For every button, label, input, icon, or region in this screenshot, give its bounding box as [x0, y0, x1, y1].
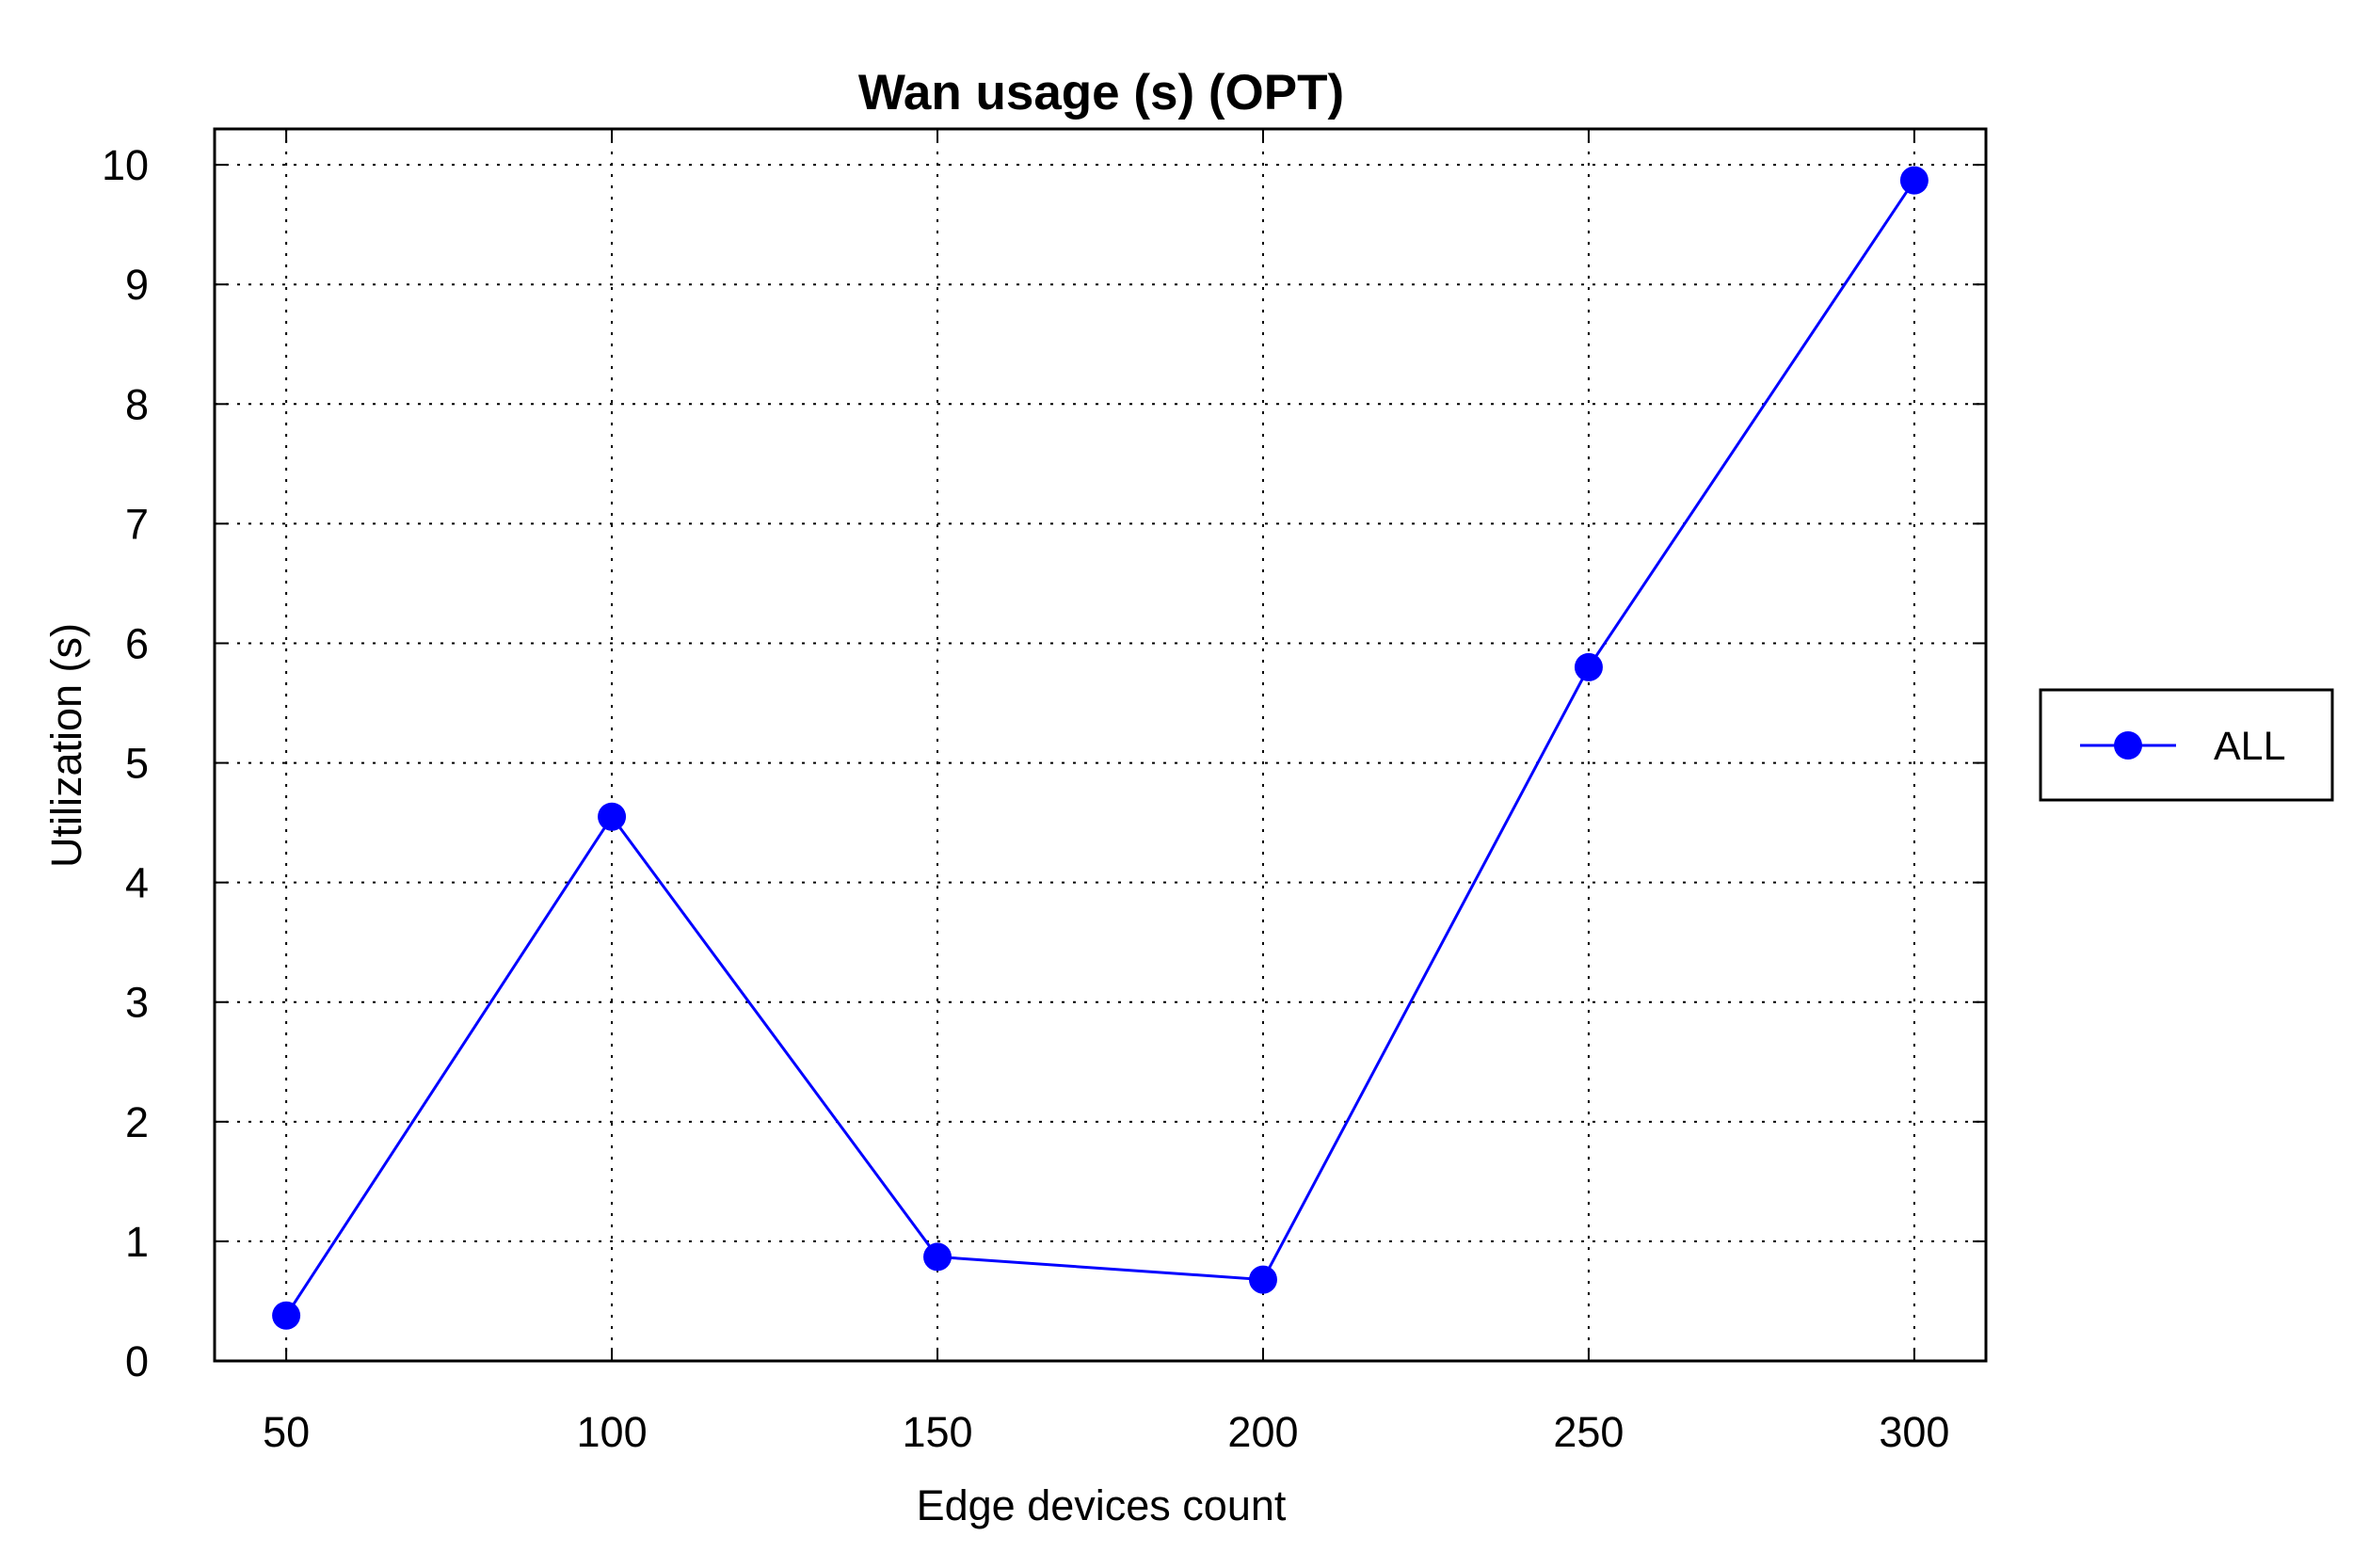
series-line-all [284, 179, 1916, 1317]
y-tick-label: 6 [125, 619, 149, 667]
y-tick-label: 10 [102, 141, 149, 189]
axis-ticks: 50 100 150 200 250 300 0 1 2 3 4 5 6 7 8 9 10 [102, 129, 1986, 1456]
y-tick-label: 8 [125, 380, 149, 428]
y-tick-label: 0 [125, 1337, 149, 1385]
y-tick-label: 3 [125, 979, 149, 1027]
legend-marker-sample [2114, 731, 2142, 760]
x-tick-label: 150 [902, 1408, 972, 1456]
y-tick-label: 1 [125, 1218, 149, 1266]
data-point [1248, 1265, 1277, 1294]
x-tick-label: 50 [263, 1408, 310, 1456]
x-tick-label: 250 [1553, 1408, 1624, 1456]
data-point [272, 1301, 301, 1330]
y-tick-label: 7 [125, 500, 149, 548]
data-point [923, 1242, 952, 1272]
x-axis-label: Edge devices count [917, 1481, 1287, 1529]
legend-label-all: ALL [2214, 724, 2286, 769]
x-tick-label: 200 [1227, 1408, 1298, 1456]
y-tick-label: 5 [125, 740, 149, 788]
data-point [598, 802, 627, 831]
x-tick-label: 300 [1879, 1408, 1949, 1456]
plot-frame [213, 127, 1988, 1363]
chart-title: Wan usage (s) (OPT) [858, 65, 1344, 120]
data-point [1899, 166, 1929, 195]
series-layer [272, 166, 1929, 1330]
x-tick-label: 100 [577, 1408, 648, 1456]
y-axis-label: Utilization (s) [42, 623, 90, 868]
y-tick-label: 4 [125, 859, 149, 907]
y-tick-label: 2 [125, 1098, 149, 1146]
y-tick-label: 9 [125, 261, 149, 309]
legend: ALL [2039, 688, 2334, 802]
data-point [1574, 652, 1603, 681]
